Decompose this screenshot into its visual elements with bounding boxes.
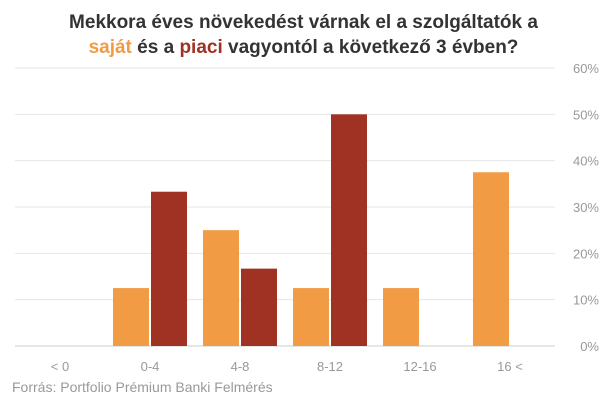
title-line-1: Mekkora éves növekedést várnak el a szol… — [69, 12, 538, 33]
source-note: Forrás: Portfolio Prémium Banki Felmérés — [12, 379, 273, 395]
bar-saját-4-8 — [203, 230, 239, 346]
x-tick-label: 8-12 — [317, 359, 343, 374]
y-tick-label: 50% — [573, 107, 599, 122]
bar-saját-16 < — [473, 172, 509, 346]
y-tick-label: 0% — [580, 339, 599, 354]
y-tick-label: 20% — [573, 246, 599, 261]
title-series-piaci: piaci — [179, 37, 223, 58]
title-mid: és a — [131, 37, 180, 58]
y-tick-label: 10% — [573, 293, 599, 308]
x-tick-label: 4-8 — [231, 359, 250, 374]
bar-saját-0-4 — [113, 288, 149, 346]
x-tick-label: < 0 — [51, 359, 69, 374]
title-series-saját: saját — [88, 37, 132, 58]
bar-piaci-4-8 — [241, 268, 277, 346]
chart-title: Mekkora éves növekedést várnak el a szol… — [0, 10, 607, 60]
y-tick-label: 60% — [573, 61, 599, 76]
bar-piaci-8-12 — [331, 114, 367, 346]
bar-saját-12-16 — [383, 288, 419, 346]
bar-saját-8-12 — [293, 288, 329, 346]
y-tick-label: 40% — [573, 154, 599, 169]
title-line-2: saját és a piaci vagyontól a következő 3… — [0, 35, 607, 60]
title-end: vagyontól a következő 3 évben? — [222, 37, 519, 58]
bar-piaci-0-4 — [151, 191, 187, 346]
x-tick-label: 0-4 — [141, 359, 160, 374]
x-tick-label: 12-16 — [403, 359, 436, 374]
x-tick-label: 16 < — [497, 359, 523, 374]
y-tick-label: 30% — [573, 200, 599, 215]
